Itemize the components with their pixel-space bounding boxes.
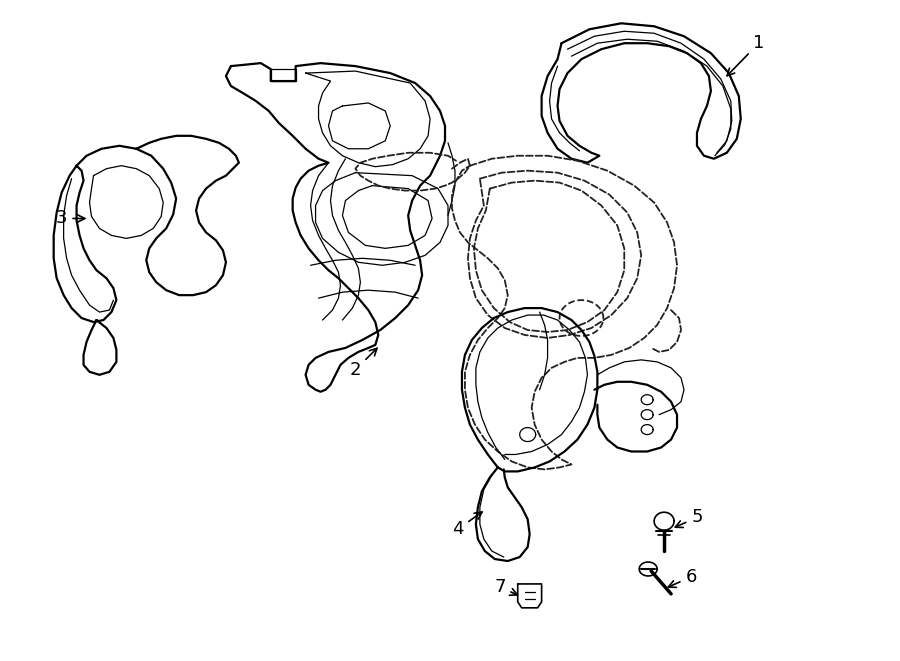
Text: 1: 1 — [727, 34, 764, 76]
Text: 7: 7 — [494, 578, 518, 596]
Text: 4: 4 — [452, 512, 482, 538]
Text: 5: 5 — [675, 508, 703, 527]
Text: 6: 6 — [669, 568, 697, 588]
Text: 3: 3 — [56, 210, 85, 227]
Text: 2: 2 — [349, 348, 377, 379]
